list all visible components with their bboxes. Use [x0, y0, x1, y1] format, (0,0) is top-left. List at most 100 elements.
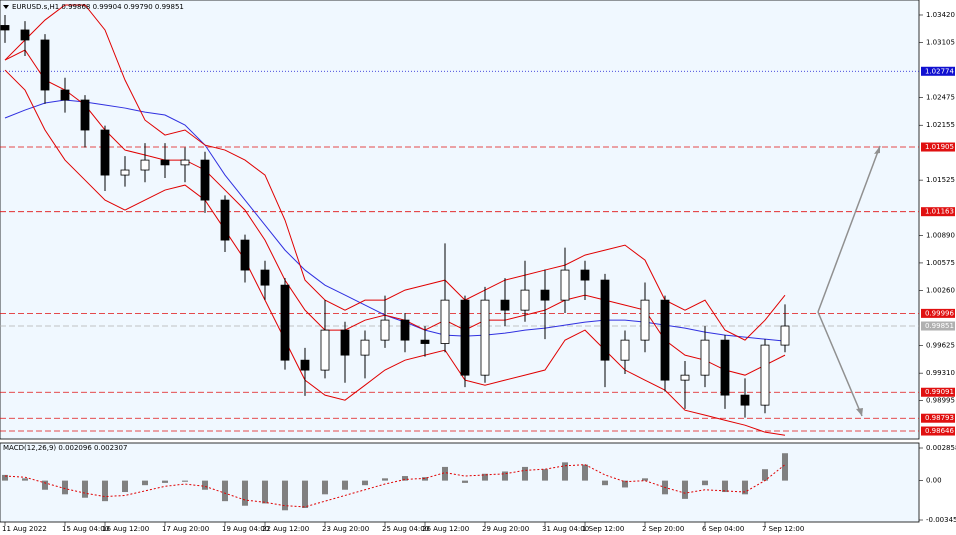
macd-bar [182, 480, 188, 482]
candle-body [140, 159, 150, 171]
macd-bar [382, 478, 388, 481]
candle-body [280, 284, 290, 361]
main-panel [0, 0, 920, 440]
macd-bar [202, 480, 208, 490]
menu-triangle[interactable] [3, 5, 9, 9]
candle-body [720, 339, 730, 396]
macd-bar [702, 480, 708, 486]
y-tick-label: 1.00575 [926, 259, 955, 267]
candle-body [300, 359, 310, 371]
x-tick-label: 6 Sep 04:00 [702, 525, 744, 533]
candle-body [520, 289, 530, 311]
candle-body [40, 39, 50, 91]
macd-bar [782, 453, 788, 481]
x-tick-label: 11 Aug 2022 [2, 525, 47, 533]
macd-bar [402, 476, 408, 481]
x-tick-label: 19 Aug 04:00 [222, 525, 269, 533]
level-label-box [921, 308, 955, 318]
level-label-box [921, 426, 955, 436]
macd-bar [282, 480, 288, 511]
macd-bar [622, 480, 628, 488]
macd-bar [462, 480, 468, 483]
macd-title: MACD(12,26,9) 0.002096 0.002307 [3, 444, 127, 452]
macd-bar [362, 480, 368, 486]
macd-bar [482, 473, 488, 481]
x-tick-label: 23 Aug 20:00 [322, 525, 369, 533]
x-tick-label: 7 Sep 12:00 [762, 525, 804, 533]
candle-body [480, 299, 490, 376]
indicator-line [4, 99, 786, 342]
arrow-head [874, 146, 880, 154]
candle-body [80, 99, 90, 131]
level-label: 0.98646 [925, 427, 954, 435]
macd-bar [302, 480, 308, 509]
macd-bar [542, 469, 548, 481]
level-label-box [921, 321, 955, 331]
y-tick-label: -0.003451 [926, 516, 956, 524]
macd-bar [502, 471, 508, 481]
level-label-box [921, 207, 955, 217]
candle-body [780, 325, 790, 346]
candle-body [360, 339, 370, 356]
candle-body [380, 319, 390, 341]
y-tick-label: 0.002858 [926, 444, 956, 452]
chart-title: EURUSD.s,H1 0.99868 0.99904 0.99790 0.99… [12, 3, 184, 11]
candle-body [240, 239, 250, 271]
candle-body [440, 299, 450, 344]
arrow-head [856, 408, 863, 416]
y-tick-label: 1.02155 [926, 121, 955, 129]
candle-body [700, 339, 710, 376]
macd-bar [722, 480, 728, 493]
macd-bar [582, 464, 588, 481]
level-label: 1.01905 [925, 143, 954, 151]
x-tick-label: 15 Aug 04:00 [62, 525, 109, 533]
candle-body [460, 299, 470, 376]
x-tick-label: 29 Aug 20:00 [482, 525, 529, 533]
candle-body [340, 329, 350, 356]
level-label: 1.02774 [925, 67, 954, 75]
macd-bar [522, 466, 528, 481]
projection-line [854, 145, 881, 214]
level-label: 0.99091 [925, 388, 954, 396]
macd-bar [22, 478, 28, 481]
macd-bar [102, 480, 108, 502]
x-tick-label: 17 Aug 20:00 [162, 525, 209, 533]
level-label: 0.99996 [925, 309, 954, 317]
candle-body [560, 269, 570, 301]
macd-bar [642, 478, 648, 481]
x-tick-label: 31 Aug 04:00 [542, 525, 589, 533]
y-tick-label: 1.00890 [926, 231, 955, 239]
candle-body [200, 159, 210, 201]
macd-bar [762, 469, 768, 481]
level-label-box [921, 142, 955, 152]
macd-bar [742, 480, 748, 495]
candle-body [260, 269, 270, 286]
candle-body [400, 319, 410, 341]
x-tick-label: 2 Sep 20:00 [642, 525, 684, 533]
macd-bar [262, 480, 268, 504]
macd-bar [162, 480, 168, 483]
level-label: 1.01163 [925, 208, 954, 216]
macd-bar [422, 477, 428, 481]
candle-body [180, 159, 190, 166]
candle-body [640, 299, 650, 341]
level-label: 0.99851 [925, 322, 954, 330]
macd-bar [682, 480, 688, 499]
indicator-line [4, 69, 786, 436]
macd-bar [602, 480, 608, 486]
candle-body [540, 289, 550, 301]
candle-body [620, 339, 630, 361]
y-tick-label: 1.03420 [926, 11, 955, 19]
x-tick-label: 16 Aug 12:00 [102, 525, 149, 533]
candle-body [580, 269, 590, 281]
macd-bar [122, 480, 128, 493]
indicator-line [4, 4, 786, 341]
level-label: 0.98793 [925, 414, 954, 422]
candle-body [500, 299, 510, 311]
y-tick-label: 0.99310 [926, 369, 955, 377]
level-label-box [921, 387, 955, 397]
candle-body [680, 374, 690, 381]
y-tick-label: 0.00 [926, 477, 942, 485]
